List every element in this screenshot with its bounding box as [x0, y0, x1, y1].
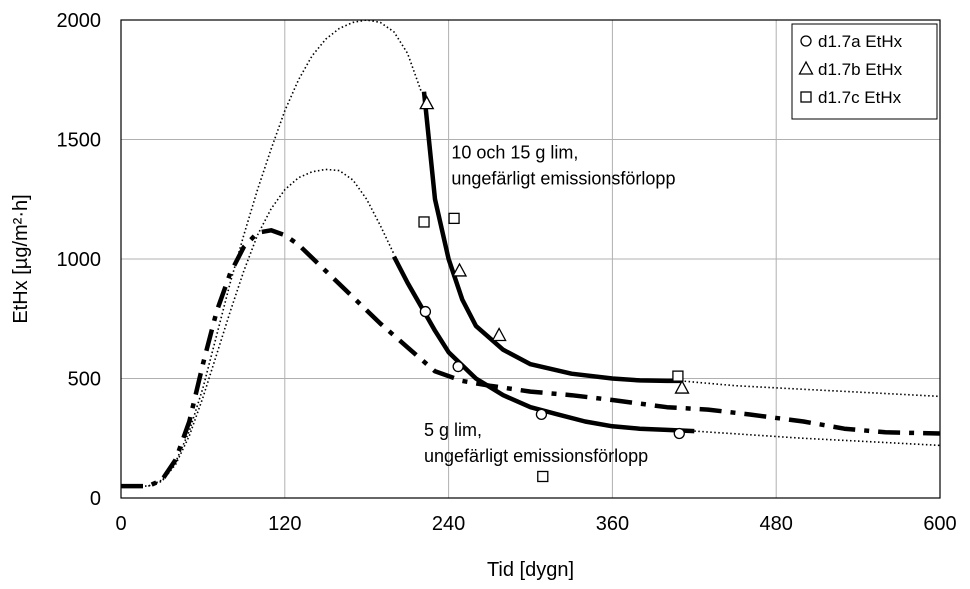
data-point-circle	[535, 408, 548, 421]
legend-marker-circle	[800, 35, 812, 47]
trend-curve-solid	[392, 255, 695, 434]
trend-curve-solid	[421, 91, 681, 384]
y-tick-label: 1000	[57, 249, 102, 271]
data-point-square	[537, 470, 549, 483]
x-tick-label: 0	[115, 513, 126, 535]
legend-box	[791, 23, 938, 120]
annotation-high-line1: 10 och 15 g lim,	[451, 143, 578, 163]
data-point-circle	[419, 305, 432, 318]
y-axis-label: EtHx [µg/m²·h]	[10, 194, 32, 323]
x-axis-label: Tid [dygn]	[487, 559, 574, 581]
trend-curve-dotted	[680, 380, 941, 398]
annotations: 10 och 15 g lim, ungefärligt emissionsfö…	[424, 143, 675, 466]
annotation-low-line1: 5 g lim,	[424, 420, 482, 440]
x-tick-label: 240	[432, 513, 465, 535]
data-points	[418, 95, 690, 483]
data-point-square	[448, 212, 460, 225]
legend-marker-triangle	[798, 60, 814, 75]
data-point-triangle	[451, 262, 468, 277]
annotation-high-line2: ungefärligt emissionsförlopp	[451, 169, 675, 189]
y-tick-label: 500	[68, 369, 101, 391]
legend-label-d17b: d1.7b EtHx	[818, 60, 903, 79]
trend-curve-dashdot	[121, 228, 941, 489]
trend-curve-dotted	[694, 430, 941, 447]
y-tick-label: 2000	[57, 10, 102, 32]
plot-area-border	[120, 19, 941, 499]
y-tick-label: 1500	[57, 130, 102, 152]
trend-curve-dotted	[148, 168, 395, 487]
data-point-triangle	[491, 327, 507, 342]
data-point-square	[418, 216, 430, 228]
x-tick-label: 600	[923, 513, 956, 535]
data-point-square	[672, 370, 684, 382]
legend: d1.7a EtHx d1.7b EtHx d1.7c EtHx	[791, 23, 938, 120]
grid	[121, 20, 940, 498]
legend-label-d17a: d1.7a EtHx	[818, 32, 903, 51]
y-tick-label: 0	[90, 488, 101, 510]
x-tick-label: 480	[760, 513, 793, 535]
tick-labels: 0 120 240 360 480 600 0 500 1000 1500 2000	[57, 10, 957, 535]
data-point-circle	[452, 360, 464, 373]
data-point-triangle	[674, 379, 690, 394]
x-tick-label: 120	[268, 513, 301, 535]
x-tick-label: 360	[596, 513, 629, 535]
legend-label-d17c: d1.7c EtHx	[818, 88, 902, 107]
annotation-low-line2: ungefärligt emissionsförlopp	[424, 446, 648, 466]
trend-curve-dotted	[121, 19, 423, 487]
data-point-triangle	[419, 95, 435, 110]
data-point-circle	[673, 427, 685, 440]
legend-marker-square	[800, 91, 812, 103]
